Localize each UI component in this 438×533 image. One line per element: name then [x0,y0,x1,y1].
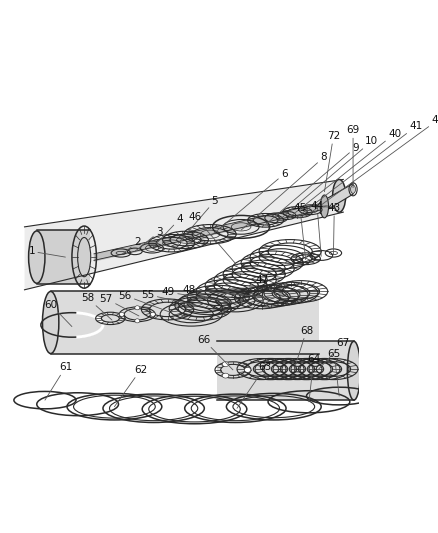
Ellipse shape [134,306,139,310]
Polygon shape [320,183,352,214]
Text: 42: 42 [311,115,438,212]
Text: 44: 44 [310,201,323,256]
Polygon shape [25,180,343,290]
Text: 63: 63 [237,362,271,408]
Text: 72: 72 [324,131,339,192]
Text: 5: 5 [178,196,218,243]
Text: 48: 48 [182,285,273,298]
Text: 56: 56 [118,290,169,312]
Text: 58: 58 [81,293,112,320]
Text: 61: 61 [45,362,72,400]
Text: 3: 3 [134,227,162,252]
Text: 66: 66 [196,335,233,370]
Text: 67: 67 [318,338,349,369]
Ellipse shape [332,180,345,212]
Text: 9: 9 [265,143,358,224]
Ellipse shape [42,292,59,353]
Text: 1: 1 [28,246,65,257]
Text: 43: 43 [327,203,340,255]
Text: 45: 45 [293,203,306,260]
Text: 10: 10 [277,136,378,221]
Text: 60: 60 [44,300,72,327]
Text: 46: 46 [188,212,237,265]
Text: 6: 6 [210,169,287,236]
Text: 49: 49 [161,287,237,303]
Ellipse shape [222,373,228,378]
Text: 57: 57 [99,294,138,316]
Text: 69: 69 [346,125,359,188]
Text: 62: 62 [114,365,147,407]
Polygon shape [216,341,353,400]
Text: 41: 41 [298,122,422,216]
Text: 65: 65 [327,349,340,396]
Text: 8: 8 [240,152,326,230]
Text: 68: 68 [293,326,312,369]
Text: 2: 2 [122,237,140,254]
Text: 64: 64 [307,354,320,402]
Ellipse shape [28,231,45,283]
Ellipse shape [320,195,328,218]
Ellipse shape [134,319,139,323]
Ellipse shape [350,185,355,193]
Text: 40: 40 [287,128,400,219]
Polygon shape [50,292,318,353]
Text: 47: 47 [255,275,277,298]
Ellipse shape [119,312,124,317]
Ellipse shape [346,341,360,400]
Polygon shape [37,230,90,284]
Text: 4: 4 [152,214,183,248]
Ellipse shape [222,362,228,367]
Text: 55: 55 [141,290,204,307]
Ellipse shape [244,367,251,373]
Ellipse shape [150,312,155,317]
